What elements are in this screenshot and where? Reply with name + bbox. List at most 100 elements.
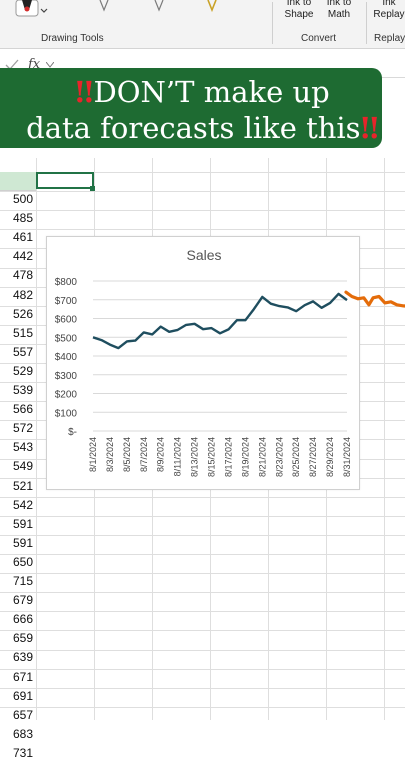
fill-handle[interactable] xyxy=(90,186,95,191)
cell-value[interactable]: 529 xyxy=(12,363,33,378)
selected-column-header-cell[interactable] xyxy=(0,172,36,191)
cell-value[interactable]: 485 xyxy=(12,211,33,226)
grid-row-line xyxy=(0,516,405,517)
x-tick-label: 8/7/2024 xyxy=(139,437,149,472)
banner-line-1-text: DON’T make up xyxy=(93,75,330,109)
x-tick-label: 8/15/2024 xyxy=(207,437,217,477)
cell-value[interactable]: 482 xyxy=(12,287,33,302)
ink-replay-label-1: Ink xyxy=(382,0,396,8)
ink-to-shape-label-2: Shape xyxy=(284,9,314,20)
y-tick-label: $500 xyxy=(55,333,78,344)
x-tick-label: 8/19/2024 xyxy=(240,437,250,477)
x-tick-label: 8/5/2024 xyxy=(122,437,132,472)
cell-value[interactable]: 659 xyxy=(12,631,33,646)
grid-row-line xyxy=(0,707,405,708)
grid-row-line xyxy=(0,229,405,230)
grid-row-line xyxy=(0,630,405,631)
ink-to-math-label-2: Math xyxy=(327,9,351,20)
cell-value[interactable]: 691 xyxy=(12,688,33,703)
replay-group-label: Replay xyxy=(374,33,405,44)
y-tick-label: $- xyxy=(68,427,77,438)
grid-row-line xyxy=(0,611,405,612)
ribbon: Drawing Tools Ink to Shape Ink to Math C… xyxy=(0,0,405,49)
cell-value[interactable]: 657 xyxy=(12,707,33,722)
cell-value[interactable]: 542 xyxy=(12,497,33,512)
grid-row-line xyxy=(0,573,405,574)
ink-to-shape-button[interactable]: Ink to Shape xyxy=(280,0,318,21)
grid-row-line xyxy=(0,191,405,192)
cell-value[interactable]: 521 xyxy=(12,478,33,493)
y-tick-label: $600 xyxy=(55,315,78,326)
grid-row-line xyxy=(0,554,405,555)
ink-replay-button[interactable]: Ink Replay xyxy=(370,0,405,21)
convert-group-label: Convert xyxy=(301,33,337,44)
cell-value[interactable]: 731 xyxy=(12,745,33,760)
double-exclamation-icon-2: ‼ xyxy=(360,111,379,145)
cell-value[interactable]: 715 xyxy=(12,574,33,588)
x-tick-label: 8/1/2024 xyxy=(88,437,98,472)
active-cell[interactable] xyxy=(36,172,94,189)
ink-to-math-label-1: Ink to xyxy=(326,0,352,8)
banner-line-1: ‼DON’T make up xyxy=(0,74,405,110)
x-tick-label: 8/21/2024 xyxy=(257,437,267,477)
ink-to-shape-label-1: Ink to xyxy=(286,0,312,8)
cell-value[interactable]: 671 xyxy=(12,669,33,684)
cell-value[interactable]: 549 xyxy=(12,459,33,474)
y-tick-label: $100 xyxy=(55,408,78,419)
x-tick-label: 8/17/2024 xyxy=(223,437,233,477)
banner-line-2-text: data forecasts like this xyxy=(26,111,361,145)
x-tick-label: 8/31/2024 xyxy=(342,437,352,477)
title-banner xyxy=(0,68,382,148)
y-tick-label: $700 xyxy=(55,296,78,307)
cell-value[interactable]: 539 xyxy=(12,383,33,397)
pen-icon[interactable] xyxy=(14,0,48,20)
chevron-down-icon[interactable] xyxy=(46,62,54,68)
cell-value[interactable]: 557 xyxy=(12,344,33,359)
cell-value[interactable]: 515 xyxy=(12,325,33,340)
cell-value[interactable]: 683 xyxy=(12,726,33,741)
ink-to-math-button[interactable]: Ink to Math xyxy=(320,0,358,21)
cell-value[interactable]: 543 xyxy=(12,440,33,455)
forecast-line xyxy=(344,290,405,308)
x-tick-label: 8/29/2024 xyxy=(325,437,335,477)
cell-value[interactable]: 666 xyxy=(12,612,33,627)
grid-row-line xyxy=(0,650,405,651)
x-tick-label: 8/23/2024 xyxy=(274,437,284,477)
cell-value[interactable]: 442 xyxy=(12,249,33,264)
ink-replay-label-2: Replay xyxy=(373,9,405,20)
grid-row-line xyxy=(0,535,405,536)
cell-value[interactable]: 478 xyxy=(12,268,33,283)
y-tick-label: $800 xyxy=(55,277,78,288)
forecast-overlay xyxy=(344,290,405,308)
y-tick-label: $200 xyxy=(55,390,78,401)
x-tick-label: 8/27/2024 xyxy=(308,437,318,477)
pen-gallery-icon[interactable] xyxy=(90,0,230,14)
cell-value[interactable]: 639 xyxy=(12,650,33,665)
cell-value[interactable]: 566 xyxy=(12,402,33,417)
x-tick-label: 8/9/2024 xyxy=(156,437,166,472)
banner-text: ‼DON’T make up data forecasts like this‼ xyxy=(0,74,405,146)
cell-value[interactable]: 591 xyxy=(12,516,33,531)
cell-value[interactable]: 526 xyxy=(12,306,33,321)
x-tick-label: 8/11/2024 xyxy=(173,437,183,476)
y-tick-label: $400 xyxy=(55,352,78,363)
cell-value[interactable]: 500 xyxy=(12,192,33,206)
grid-row-line xyxy=(0,497,405,498)
chart-title: Sales xyxy=(186,247,222,263)
grid-row-line xyxy=(0,688,405,689)
x-tick-label: 8/3/2024 xyxy=(105,437,115,472)
grid-row-line xyxy=(0,172,405,173)
series-line xyxy=(92,292,348,350)
drawing-tools-group-label: Drawing Tools xyxy=(41,33,104,44)
grid-row-line xyxy=(0,210,405,211)
double-exclamation-icon: ‼ xyxy=(75,75,94,109)
banner-line-2: data forecasts like this‼ xyxy=(0,110,405,146)
cell-value[interactable]: 591 xyxy=(12,535,33,550)
cell-value[interactable]: 650 xyxy=(12,554,33,569)
x-tick-label: 8/13/2024 xyxy=(190,437,200,477)
sales-chart[interactable]: Sales $- $100 $200 $300 $400 $500 $600 $700 $800… xyxy=(46,236,360,490)
cell-value[interactable]: 572 xyxy=(12,421,33,436)
grid-row-line xyxy=(0,669,405,670)
cell-value[interactable]: 679 xyxy=(12,593,33,608)
cell-value[interactable]: 461 xyxy=(12,230,33,245)
